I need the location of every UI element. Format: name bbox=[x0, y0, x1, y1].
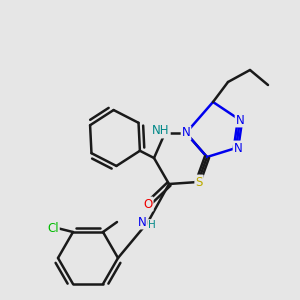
Text: H: H bbox=[148, 220, 156, 230]
Text: NH: NH bbox=[152, 124, 170, 137]
Text: N: N bbox=[236, 113, 244, 127]
Text: N: N bbox=[234, 142, 242, 154]
Text: N: N bbox=[138, 215, 146, 229]
Text: S: S bbox=[195, 176, 203, 188]
Text: N: N bbox=[182, 127, 190, 140]
Text: Cl: Cl bbox=[47, 221, 59, 235]
Text: O: O bbox=[143, 197, 153, 211]
